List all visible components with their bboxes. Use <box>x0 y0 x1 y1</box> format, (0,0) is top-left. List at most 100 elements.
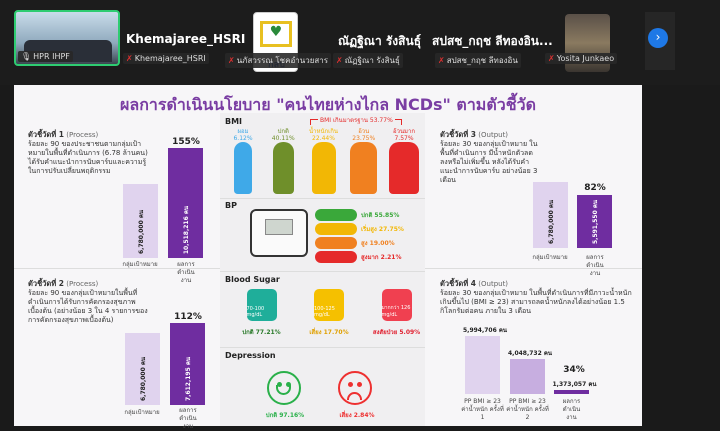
depression-title: Depression <box>225 351 276 360</box>
bp-label: สูง 19.00% <box>361 240 395 247</box>
person-figure-icon <box>272 142 294 194</box>
bmi-figures: ผอม 6.12% ปกติ 40.11% น้ำหนักเกิน 22.44% อ้วน 2… <box>226 128 421 198</box>
mic-muted-icon: ✗ <box>438 56 445 65</box>
divider <box>220 271 425 272</box>
health-stats-panel: BMI BMI เกินมาตรฐาน 53.77% ผอม 6.12% ปกติ 4… <box>220 113 425 426</box>
kpi3-target-bar: 6,780,000 คน <box>533 182 568 248</box>
bp-range-tag <box>315 223 357 235</box>
bp-range-tag <box>315 209 357 221</box>
bmi-item: อ้วน 23.75% <box>347 128 381 198</box>
bp-range-tag <box>315 237 357 249</box>
bmi-value: 23.75% <box>352 135 376 142</box>
house-logo-icon: ♥ <box>260 21 292 47</box>
kpi2-text: ตัวชี้วัดที่ 2 (Process) ร้อยละ 90 ของกลุ… <box>28 279 148 324</box>
next-page-button[interactable]: › <box>648 28 668 48</box>
kpi2-result-label: ผลการดำเนินงาน <box>179 407 197 430</box>
mic-icon: 🎙 <box>21 52 32 61</box>
participant-label: 🎙 HPR IHPF <box>18 51 73 62</box>
mic-muted-icon: ✗ <box>548 54 555 63</box>
kpi2-result-bar: 7,612,195 คน <box>170 323 205 405</box>
bp-range-tag <box>315 251 357 263</box>
bmi-value: 7.57% <box>394 135 414 142</box>
kpi4-bar2-value: 4,048,732 คน <box>508 350 552 357</box>
sugar-item: 100-125 mg/dL เสี่ยง 17.70% <box>302 289 357 337</box>
kpi3-target-label: กลุ่มเป้าหมาย <box>532 254 568 261</box>
sad-face-icon <box>338 371 372 405</box>
bmi-label: อ้วน <box>358 128 370 135</box>
bmi-item: น้ำหนักเกิน 22.44% <box>307 128 341 198</box>
participant-label: ✗ สปสช_กฤช ลีทองอิน <box>435 53 521 68</box>
bmi-item: ปกติ 40.11% <box>266 128 300 198</box>
person-figure-icon <box>350 142 378 194</box>
kpi1-result-label: ผลการดำเนินงาน <box>177 261 195 284</box>
bmi-value: 40.11% <box>271 135 295 142</box>
kpi4-bar2 <box>510 359 545 394</box>
kpi1-result-bar: 10,518,216 คน <box>168 148 203 258</box>
kpi3-pct: 82% <box>584 183 606 193</box>
participant-label: ✗ นภัสวรรณ โชคอำนวยสาร <box>225 53 332 68</box>
glucose-meter-icon: มากกว่า 126 mg/dL <box>381 289 412 321</box>
person-figure-icon <box>234 142 252 194</box>
kpi4-bar3-value: 1,373,057 คน <box>552 381 597 388</box>
kpi3-result-bar: 5,591,550 คน <box>577 195 612 248</box>
kpi1-target-bar: 6,780,000 คน <box>123 184 158 258</box>
happy-face-icon <box>267 371 301 405</box>
shared-slide: ผลการดำเนินนโยบาย "คนไทยห่างไกล NCDs" ตา… <box>14 85 642 430</box>
chevron-right-icon: › <box>655 30 661 44</box>
bp-title: BP <box>225 201 237 210</box>
kpi3-text: ตัวชี้วัดที่ 3 (Output) ร้อยละ 30 ของกลุ่… <box>440 130 538 184</box>
bmi-item: ผอม 6.12% <box>226 128 260 198</box>
kpi4-label3: ผลการดำเนินงาน <box>562 398 581 421</box>
bp-label: เริ่มสูง 27.75% <box>361 226 404 233</box>
person-figure-icon <box>389 142 419 194</box>
bp-item: ปกติ 55.85% <box>315 209 423 221</box>
kpi4-bar1 <box>465 336 500 394</box>
kpi2-target-bar: 6,780,000 คน <box>125 333 160 405</box>
kpi2-pct: 112% <box>174 312 202 322</box>
kpi4-bar3 <box>554 390 589 394</box>
sugar-item: มากกว่า 126 mg/dL สงสัยป่วย 5.09% <box>369 289 424 337</box>
bp-item: สูงมาก 2.21% <box>315 251 423 263</box>
kpi4-bar1-value: 5,994,706 คน <box>463 327 507 334</box>
sugar-meters: 70-100 mg/dL ปกติ 77.21% 100-125 mg/dL เสี่… <box>234 289 424 337</box>
kpi4-text: ตัวชี้วัดที่ 4 (Output) ร้อยละ 30 ของกลุ่… <box>440 279 632 315</box>
bp-label: สูงมาก 2.21% <box>361 254 402 261</box>
bp-label: ปกติ 55.85% <box>361 212 400 219</box>
kpi3-result-label: ผลการดำเนินงาน <box>586 254 604 277</box>
sugar-title: Blood Sugar <box>225 275 280 284</box>
bp-monitor-image <box>250 209 308 257</box>
slide-title: ผลการดำเนินนโยบาย "คนไทยห่างไกล NCDs" ตา… <box>120 95 536 114</box>
bmi-item: อ้วนมาก 7.57% <box>387 128 421 198</box>
kpi1-pct: 155% <box>172 137 200 147</box>
bp-legend: ปกติ 55.85% เริ่มสูง 27.75% สูง 19.00% สูงม… <box>315 209 423 265</box>
glucose-meter-icon: 100-125 mg/dL <box>314 289 344 321</box>
sugar-label: ปกติ 77.21% <box>242 329 281 336</box>
bmi-value: 22.44% <box>312 135 335 142</box>
bp-item: เริ่มสูง 27.75% <box>315 223 423 235</box>
participant-video-hpr[interactable]: 🎙 HPR IHPF <box>14 10 120 66</box>
person-figure-icon <box>311 142 336 194</box>
bp-item: สูง 19.00% <box>315 237 423 249</box>
depression-risk: เสี่ยง 2.84% <box>339 412 375 419</box>
bmi-label: อ้วนมาก <box>392 128 416 135</box>
kpi1-text: ตัวชี้วัดที่ 1 (Process) ร้อยละ 90 ของประ… <box>28 130 148 175</box>
kpi4-pct: 34% <box>563 365 585 375</box>
mic-muted-icon: ✗ <box>336 56 343 65</box>
divider <box>14 268 220 269</box>
divider <box>425 268 642 269</box>
bmi-label: ปกติ <box>277 128 289 135</box>
divider <box>220 347 425 348</box>
kpi2-target-label: กลุ่มเป้าหมาย <box>124 409 160 416</box>
depression-normal: ปกติ 97.16% <box>265 412 305 419</box>
participant-name: สปสช_กฤช ลีทองอิน... <box>432 34 553 48</box>
kpi4-label2: PP BMI ≥ 23 ค่าน้ำหนัก ครั้งที่ 2 <box>506 398 549 421</box>
bmi-label: ผอม <box>237 128 249 135</box>
participant-name: ณัฏฐิณา รังสินธุ์ <box>338 34 422 48</box>
sugar-label: เสี่ยง 17.70% <box>309 329 349 336</box>
participant-label: ✗ Khemajaree_HSRI <box>123 53 209 64</box>
kpi4-label1: PP BMI ≥ 23 ค่าน้ำหนัก ครั้งที่ 1 <box>461 398 504 421</box>
participant-label: ✗ Yosita Junkaeo <box>545 53 618 64</box>
divider <box>220 198 425 199</box>
participant-label: ✗ ณัฏฐิณา รังสินธุ์ <box>333 53 403 68</box>
sugar-label: สงสัยป่วย 5.09% <box>372 329 421 336</box>
